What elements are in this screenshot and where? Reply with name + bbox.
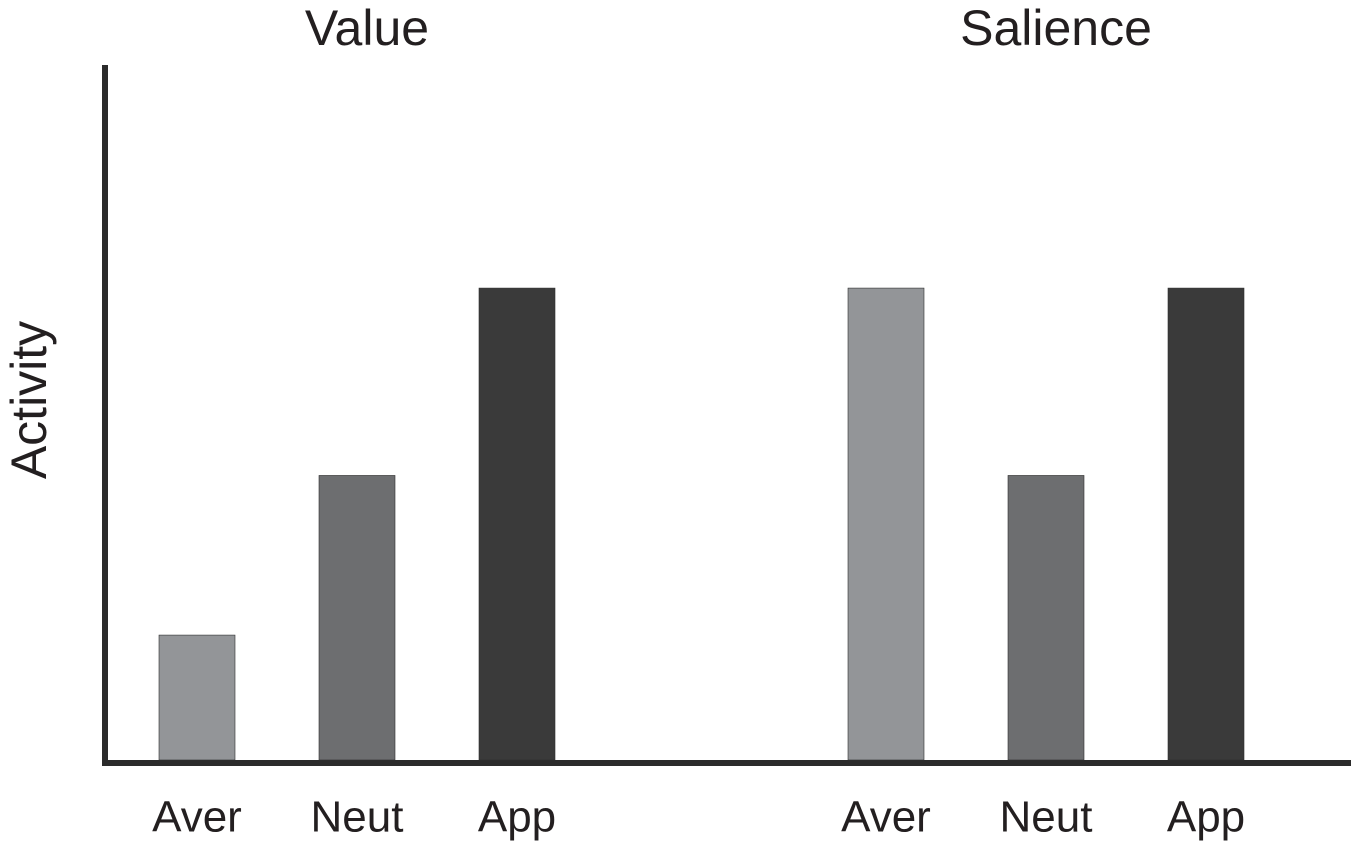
x-tick-label: Aver — [841, 793, 931, 842]
x-tick-label: Neut — [311, 793, 404, 842]
chart-title: Value — [305, 0, 429, 56]
bar — [847, 287, 925, 761]
bar — [478, 287, 556, 761]
x-tick-label: App — [478, 793, 556, 842]
bar — [158, 634, 236, 761]
x-tick-label: App — [1167, 793, 1245, 842]
x-tick-label: Aver — [152, 793, 242, 842]
bar — [1007, 475, 1085, 761]
chart-title: Salience — [960, 0, 1152, 56]
bar — [1167, 287, 1245, 761]
x-tick-label: Neut — [1000, 793, 1093, 842]
bar — [318, 475, 396, 761]
y-axis-label: Activity — [1, 321, 57, 479]
